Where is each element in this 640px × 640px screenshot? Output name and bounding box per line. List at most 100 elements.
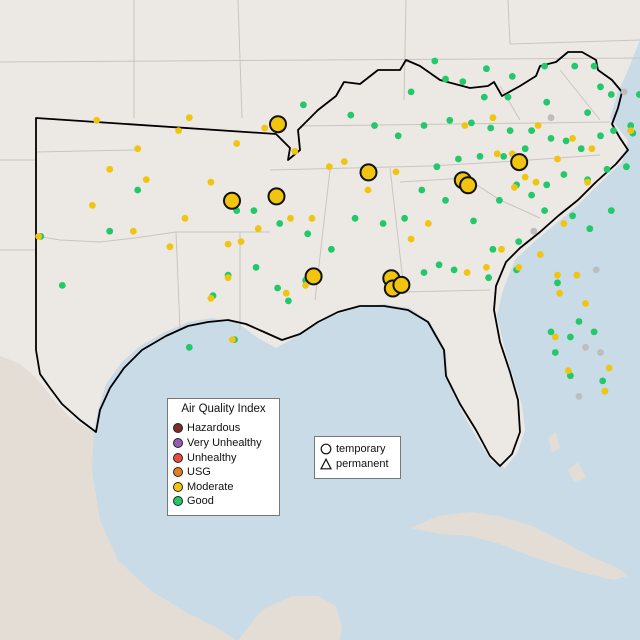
good-monitor-point[interactable]	[599, 377, 607, 385]
moderate-monitor-point[interactable]	[308, 214, 316, 222]
moderate-monitor-point[interactable]	[605, 364, 613, 372]
good-monitor-point[interactable]	[304, 230, 312, 238]
moderate-monitor-point[interactable]	[166, 243, 174, 251]
good-monitor-point[interactable]	[515, 238, 523, 246]
moderate-monitor-point[interactable]	[493, 150, 501, 158]
good-monitor-point[interactable]	[420, 122, 428, 129]
moderate-monitor-point[interactable]	[424, 220, 432, 227]
good-monitor-point[interactable]	[627, 122, 635, 129]
good-monitor-point[interactable]	[590, 328, 598, 336]
moderate-monitor-point[interactable]	[254, 225, 262, 233]
good-monitor-point[interactable]	[597, 83, 604, 91]
good-monitor-point[interactable]	[433, 163, 441, 171]
moderate-monitor-point[interactable]	[556, 289, 563, 297]
moderate-monitor-point[interactable]	[573, 271, 581, 279]
moderate-monitor-point[interactable]	[534, 122, 542, 129]
good-monitor-point[interactable]	[485, 274, 492, 282]
moderate-monitor-point[interactable]	[35, 233, 42, 240]
moderate-monitor-point[interactable]	[207, 294, 215, 302]
good-monitor-point[interactable]	[562, 137, 570, 145]
good-monitor-point[interactable]	[106, 227, 114, 235]
good-monitor-point[interactable]	[420, 269, 428, 276]
good-monitor-point[interactable]	[508, 73, 516, 80]
good-monitor-point[interactable]	[276, 220, 284, 227]
good-monitor-point[interactable]	[379, 220, 387, 227]
good-monitor-point[interactable]	[586, 225, 594, 233]
moderate-temporary-monitor[interactable]	[223, 191, 241, 210]
moderate-monitor-point[interactable]	[302, 282, 309, 289]
moderate-monitor-point[interactable]	[282, 289, 290, 297]
good-monitor-point[interactable]	[504, 93, 512, 101]
good-monitor-point[interactable]	[351, 214, 359, 222]
no-data-monitor-point[interactable]	[582, 343, 589, 351]
good-monitor-point[interactable]	[584, 109, 591, 116]
moderate-monitor-point[interactable]	[627, 127, 635, 134]
good-monitor-point[interactable]	[58, 282, 66, 289]
moderate-monitor-point[interactable]	[185, 114, 193, 122]
moderate-monitor-point[interactable]	[237, 238, 245, 246]
good-monitor-point[interactable]	[252, 264, 260, 271]
good-monitor-point[interactable]	[300, 101, 307, 109]
moderate-monitor-point[interactable]	[483, 264, 490, 271]
moderate-monitor-point[interactable]	[224, 240, 232, 248]
no-data-monitor-point[interactable]	[530, 227, 538, 235]
moderate-monitor-point[interactable]	[224, 274, 232, 282]
moderate-monitor-point[interactable]	[364, 186, 372, 194]
moderate-monitor-point[interactable]	[93, 116, 101, 124]
good-monitor-point[interactable]	[285, 297, 292, 305]
good-monitor-point[interactable]	[547, 328, 555, 336]
good-monitor-point[interactable]	[455, 155, 462, 163]
moderate-monitor-point[interactable]	[407, 235, 415, 243]
good-monitor-point[interactable]	[543, 98, 551, 106]
good-monitor-point[interactable]	[543, 181, 551, 189]
good-monitor-point[interactable]	[459, 78, 467, 85]
good-monitor-point[interactable]	[496, 196, 503, 204]
moderate-temporary-monitor[interactable]	[510, 153, 529, 172]
good-monitor-point[interactable]	[623, 163, 630, 171]
moderate-monitor-point[interactable]	[588, 145, 596, 153]
good-monitor-point[interactable]	[607, 91, 615, 98]
good-monitor-point[interactable]	[597, 132, 604, 140]
good-monitor-point[interactable]	[274, 284, 281, 292]
no-data-monitor-point[interactable]	[620, 88, 628, 96]
good-monitor-point[interactable]	[571, 62, 579, 70]
good-monitor-point[interactable]	[547, 135, 555, 142]
good-monitor-point[interactable]	[489, 245, 497, 253]
moderate-monitor-point[interactable]	[551, 333, 559, 341]
good-monitor-point[interactable]	[575, 318, 583, 325]
moderate-monitor-point[interactable]	[340, 158, 348, 166]
good-monitor-point[interactable]	[476, 153, 484, 160]
good-monitor-point[interactable]	[528, 191, 535, 199]
moderate-monitor-point[interactable]	[521, 173, 529, 181]
good-monitor-point[interactable]	[435, 261, 443, 269]
moderate-monitor-point[interactable]	[461, 122, 469, 129]
moderate-monitor-point[interactable]	[584, 178, 591, 186]
moderate-monitor-point[interactable]	[515, 264, 523, 271]
moderate-monitor-point[interactable]	[560, 220, 568, 227]
good-monitor-point[interactable]	[401, 214, 408, 222]
moderate-temporary-monitor[interactable]	[459, 176, 478, 195]
good-monitor-point[interactable]	[328, 245, 335, 253]
moderate-monitor-point[interactable]	[233, 140, 241, 147]
moderate-monitor-point[interactable]	[129, 227, 137, 235]
good-monitor-point[interactable]	[567, 372, 574, 380]
good-monitor-point[interactable]	[603, 165, 611, 173]
moderate-monitor-point[interactable]	[536, 251, 544, 258]
good-monitor-point[interactable]	[347, 111, 355, 119]
good-monitor-point[interactable]	[567, 333, 574, 341]
good-monitor-point[interactable]	[577, 145, 585, 153]
good-monitor-point[interactable]	[569, 212, 576, 220]
good-monitor-point[interactable]	[407, 88, 415, 96]
no-data-monitor-point[interactable]	[575, 393, 583, 400]
good-monitor-point[interactable]	[607, 207, 615, 215]
moderate-monitor-point[interactable]	[261, 124, 269, 132]
good-monitor-point[interactable]	[394, 132, 402, 140]
moderate-monitor-point[interactable]	[511, 184, 518, 191]
good-monitor-point[interactable]	[185, 343, 193, 351]
moderate-temporary-monitor[interactable]	[359, 163, 378, 182]
good-monitor-point[interactable]	[551, 349, 559, 356]
good-monitor-point[interactable]	[468, 119, 475, 127]
good-monitor-point[interactable]	[590, 62, 598, 70]
moderate-monitor-point[interactable]	[392, 168, 400, 176]
